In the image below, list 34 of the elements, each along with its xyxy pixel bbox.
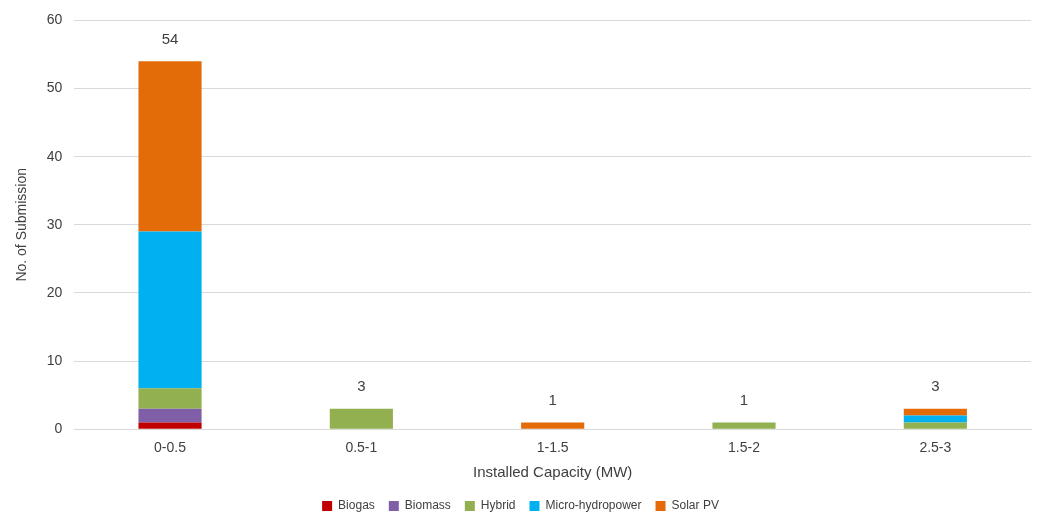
total-label: 1 <box>739 391 749 409</box>
bar <box>712 422 776 429</box>
y-tick-label: 10 <box>46 351 63 368</box>
bar <box>521 422 585 429</box>
y-tick-label: 0 <box>54 420 63 437</box>
legend-label: Biomass <box>404 498 451 513</box>
y-axis-title: No. of Submission <box>13 168 30 282</box>
x-tick-label: 1.5-2 <box>728 439 761 456</box>
x-tick-label: 0.5-1 <box>345 439 378 456</box>
bar <box>138 231 202 389</box>
legend-label: Micro-hydropower <box>545 498 642 513</box>
y-tick-label: 50 <box>46 79 63 96</box>
legend-label: Solar PV <box>671 498 719 513</box>
bar <box>138 408 202 423</box>
bar <box>138 61 202 232</box>
total-label: 3 <box>931 377 940 395</box>
bar <box>138 388 202 409</box>
x-tick-label: 2.5-3 <box>919 439 952 456</box>
y-tick-label: 30 <box>46 215 63 232</box>
total-label: 54 <box>161 29 179 47</box>
total-label: 1 <box>548 391 557 409</box>
x-tick-label: 1-1.5 <box>536 439 569 456</box>
bar <box>903 408 967 416</box>
legend-label: Hybrid <box>480 498 516 513</box>
x-tick-label: 0-0.5 <box>154 439 187 456</box>
bar <box>329 408 393 429</box>
total-label: 3 <box>357 377 366 395</box>
y-tick-label: 40 <box>46 147 63 164</box>
y-tick-label: 20 <box>46 283 63 300</box>
legend-label: Biogas <box>338 498 375 513</box>
y-tick-label: 60 <box>46 11 63 28</box>
bar <box>138 422 202 429</box>
x-axis-title: Installed Capacity (MW) <box>473 463 633 481</box>
bar <box>903 422 967 429</box>
